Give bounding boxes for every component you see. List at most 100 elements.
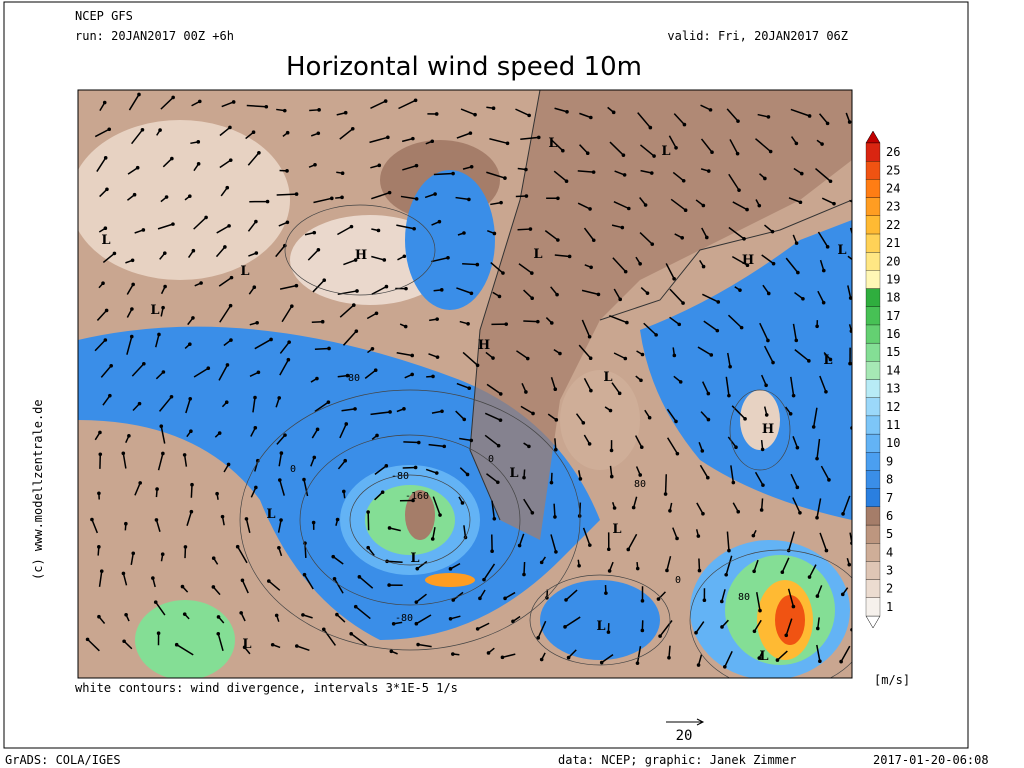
wind-arrow <box>577 170 594 173</box>
wind-arrow <box>398 99 416 110</box>
wind-arrow <box>432 496 441 516</box>
wind-arrow-head <box>129 334 134 339</box>
wind-arrow-head <box>638 261 642 266</box>
wind-arrow-head <box>451 598 456 602</box>
wind-arrow-head <box>847 562 852 567</box>
colorbar-label: 23 <box>886 200 900 214</box>
wind-arrow <box>275 245 286 258</box>
wind-arrow-head <box>770 229 775 234</box>
wind-arrow-head <box>446 255 450 260</box>
wind-arrow <box>840 645 851 662</box>
wind-arrow-head <box>761 483 765 487</box>
wind-arrow <box>122 453 127 469</box>
wind-arrow-head <box>350 126 355 131</box>
contour-label: 80 <box>634 479 646 490</box>
wind-arrow-head <box>103 156 108 160</box>
wind-arrow-head <box>229 275 234 280</box>
wind-arrow-head <box>821 300 826 305</box>
wind-arrow <box>601 653 614 664</box>
wind-arrow-head <box>696 534 701 538</box>
wind-arrow <box>792 323 798 341</box>
wind-arrow-head <box>606 547 611 552</box>
wind-arrow-head <box>743 417 747 421</box>
wind-arrow <box>484 434 500 447</box>
wind-arrow-head <box>414 197 419 201</box>
wind-arrow-head <box>465 472 470 477</box>
wind-arrow-head <box>169 394 174 399</box>
wind-arrow-head <box>840 592 845 597</box>
pressure-center: L <box>533 247 542 262</box>
wind-arrow-head <box>97 614 101 619</box>
wind-arrow-head <box>137 92 141 97</box>
wind-arrow-head <box>416 642 420 647</box>
wind-arrow-head <box>565 109 569 114</box>
wind-arrow <box>491 500 496 519</box>
wind-arrow <box>415 593 427 603</box>
wind-arrow <box>162 158 173 168</box>
wind-arrow-head <box>681 178 686 183</box>
wind-arrow <box>484 412 501 421</box>
wind-arrow-head <box>561 148 565 153</box>
wind-arrow <box>776 650 788 661</box>
wind-arrow <box>279 341 290 354</box>
wind-arrow <box>431 257 449 263</box>
wind-arrow-head <box>469 164 474 169</box>
wind-arrow-head <box>639 378 643 383</box>
wind-arrow-head <box>727 393 731 398</box>
wind-arrow-head <box>98 452 103 457</box>
wind-arrow-head <box>709 353 714 357</box>
wind-arrow-head <box>585 151 590 156</box>
contour-label: 0 <box>675 575 681 586</box>
wind-arrow-head <box>760 447 765 452</box>
wind-arrow-head <box>294 192 299 196</box>
wind-arrow-head <box>225 363 230 367</box>
wind-arrow <box>323 628 337 646</box>
wind-arrow <box>700 104 711 111</box>
wind-arrow <box>818 113 829 124</box>
wind-arrow-head <box>626 547 631 552</box>
colorbar-label: 15 <box>886 345 900 359</box>
wind-arrow-head <box>530 271 534 275</box>
wind-arrow <box>312 279 325 293</box>
wind-arrow-head <box>253 395 257 400</box>
wind-arrow <box>790 376 795 396</box>
wind-arrow <box>128 94 140 111</box>
colorbar-label: 12 <box>886 400 900 414</box>
wind-arrow-head <box>577 564 581 568</box>
wind-arrow-head <box>321 627 326 632</box>
wind-arrow <box>609 314 628 324</box>
colorbar-label: 10 <box>886 436 900 450</box>
wind-arrow <box>721 589 726 602</box>
wind-arrow-head <box>413 98 418 103</box>
wind-arrow <box>518 263 533 274</box>
wind-arrow <box>237 546 248 564</box>
wind-arrow <box>486 473 499 483</box>
wind-arrow-head <box>635 566 640 571</box>
wind-arrow <box>460 108 476 116</box>
wind-arrow <box>695 621 705 634</box>
wind-arrow-head <box>731 480 736 485</box>
colorbar-box <box>865 270 881 289</box>
wind-arrow-head <box>524 194 529 198</box>
wind-arrow <box>640 169 652 174</box>
wind-arrow-head <box>330 196 334 201</box>
colorbar-label: 5 <box>886 527 893 541</box>
wind-arrow <box>425 468 438 474</box>
wind-arrow-head <box>706 417 711 422</box>
wind-arrow <box>96 157 107 172</box>
wind-arrow-head <box>267 579 271 583</box>
wind-arrow <box>551 139 564 152</box>
wind-arrow-head <box>723 664 727 669</box>
pressure-center: H <box>355 248 367 263</box>
wind-arrow-head <box>121 571 126 576</box>
wind-arrow <box>669 288 684 304</box>
wind-arrow-head <box>231 100 236 104</box>
wind-arrow-head <box>196 162 201 166</box>
wind-arrow-head <box>604 591 608 595</box>
wind-arrow <box>374 491 384 501</box>
wind-arrow-head <box>745 207 749 212</box>
wind-arrow-head <box>353 258 358 262</box>
wind-arrow <box>727 436 737 448</box>
wind-arrow-head <box>555 292 559 297</box>
wind-arrow-head <box>639 445 644 450</box>
